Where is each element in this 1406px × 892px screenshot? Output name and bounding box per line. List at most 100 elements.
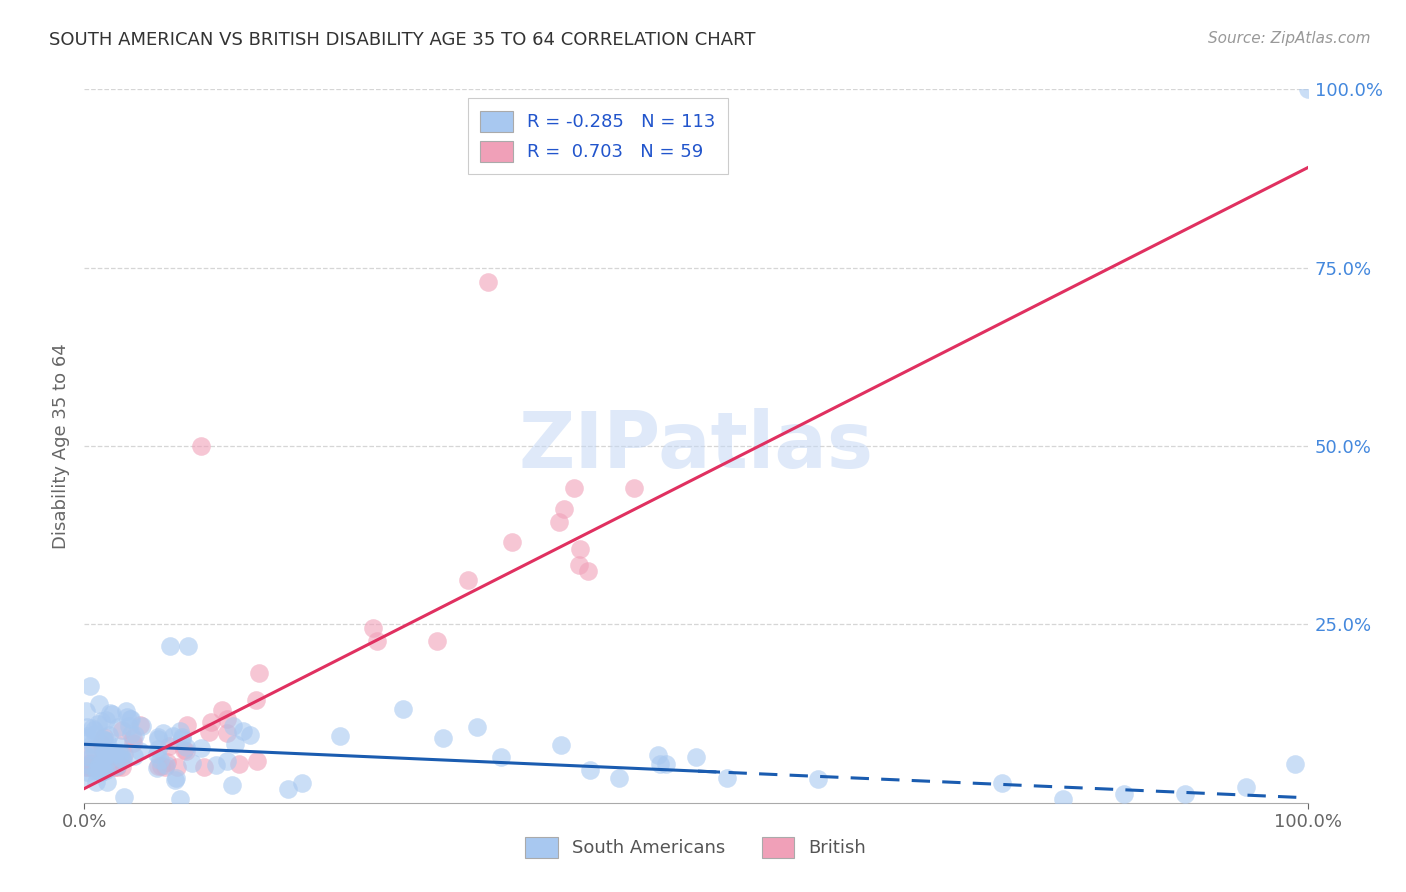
Point [86, 760, 108, 774]
Point [166, 760, 188, 774]
Point [607, 771, 630, 785]
Point [96, 747, 118, 762]
Point [83, 723, 105, 737]
Point [75, 731, 97, 746]
Point [90, 736, 112, 750]
Point [152, 726, 174, 740]
Point [91, 762, 114, 776]
Point [112, 790, 135, 805]
Point [224, 737, 246, 751]
Y-axis label: Disability Age 35 to 64: Disability Age 35 to 64 [52, 343, 70, 549]
Point [190, 439, 212, 453]
Point [146, 759, 169, 773]
Point [83, 760, 105, 774]
Point [149, 753, 172, 767]
Point [111, 760, 134, 774]
Point [89, 760, 111, 774]
Point [93, 730, 115, 744]
Point [548, 516, 571, 530]
Point [87, 758, 110, 772]
Point [716, 772, 738, 786]
Point [107, 756, 129, 771]
Point [80, 737, 103, 751]
Point [1174, 787, 1197, 801]
Point [91, 731, 114, 746]
Point [146, 747, 169, 762]
Point [128, 718, 150, 732]
Point [131, 719, 153, 733]
Point [82, 722, 104, 736]
Legend: South Americans, British: South Americans, British [519, 830, 873, 865]
Point [76, 765, 98, 780]
Point [91, 742, 114, 756]
Point [550, 738, 572, 752]
Point [172, 730, 194, 744]
Point [177, 639, 200, 653]
Point [173, 743, 195, 757]
Point [1284, 756, 1306, 771]
Point [121, 736, 143, 750]
Point [122, 731, 145, 745]
Point [93, 744, 115, 758]
Point [84, 764, 107, 778]
Point [112, 752, 135, 766]
Point [87, 764, 110, 778]
Point [115, 710, 138, 724]
Point [502, 535, 524, 549]
Point [1114, 787, 1136, 801]
Point [101, 760, 124, 774]
Point [87, 761, 110, 775]
Point [97, 753, 120, 767]
Point [120, 712, 142, 726]
Point [94, 760, 117, 774]
Point [80, 749, 103, 764]
Point [553, 501, 575, 516]
Point [108, 739, 131, 753]
Point [153, 760, 176, 774]
Point [648, 756, 671, 771]
Point [118, 712, 141, 726]
Point [366, 633, 388, 648]
Point [96, 733, 118, 747]
Point [1296, 82, 1319, 96]
Point [163, 772, 186, 787]
Point [105, 758, 128, 772]
Point [129, 744, 152, 758]
Point [86, 716, 108, 731]
Point [90, 756, 112, 771]
Point [77, 743, 100, 757]
Point [568, 541, 591, 556]
Point [111, 723, 134, 737]
Point [221, 778, 243, 792]
Point [654, 756, 676, 771]
Point [150, 759, 173, 773]
Point [80, 760, 103, 774]
Point [94, 764, 117, 778]
Point [217, 712, 239, 726]
Point [122, 749, 145, 764]
Point [477, 275, 499, 289]
Point [211, 703, 233, 717]
Point [190, 741, 212, 756]
Point [579, 764, 602, 778]
Point [1236, 780, 1258, 794]
Point [562, 481, 585, 495]
Point [432, 731, 454, 745]
Point [170, 731, 193, 746]
Point [156, 755, 179, 769]
Point [193, 760, 215, 774]
Point [1052, 792, 1074, 806]
Point [93, 754, 115, 768]
Point [146, 730, 169, 744]
Point [246, 755, 269, 769]
Point [98, 706, 121, 720]
Point [157, 739, 180, 754]
Point [155, 757, 177, 772]
Point [90, 764, 112, 779]
Point [180, 756, 202, 771]
Point [174, 744, 197, 758]
Point [232, 723, 254, 738]
Point [101, 749, 124, 764]
Point [291, 776, 314, 790]
Point [104, 760, 127, 774]
